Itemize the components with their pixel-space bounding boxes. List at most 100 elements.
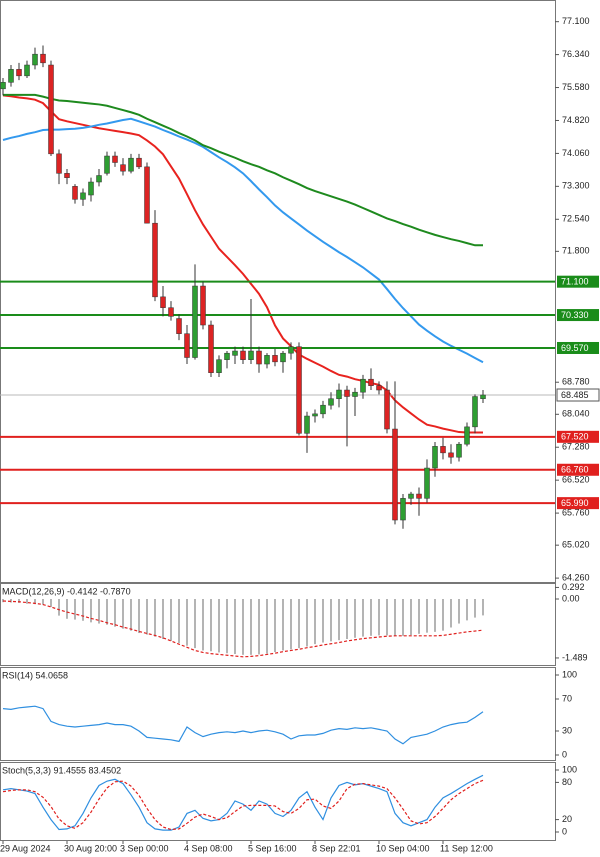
pane-frame (0, 667, 556, 761)
candle-body (328, 398, 334, 406)
level-label: 67.520 (561, 432, 589, 442)
histogram-bar (154, 598, 156, 637)
pane-title: RSI(14) 54.0658 (2, 670, 68, 680)
histogram-bar (50, 598, 52, 607)
candle-body (256, 350, 262, 365)
candle-body (296, 346, 302, 434)
histogram-bar (42, 598, 44, 605)
histogram-bar (378, 598, 380, 636)
candle-body (432, 446, 438, 469)
candle-body (472, 396, 478, 428)
y-tick-label: 67.280 (562, 442, 590, 452)
candle-body (360, 378, 366, 393)
candle-body (168, 307, 174, 317)
candle-body (240, 350, 246, 360)
moving-average (3, 93, 483, 247)
candle-body (192, 285, 198, 358)
histogram-bar (410, 598, 412, 636)
histogram-bar (290, 598, 292, 650)
candle-body (88, 181, 94, 196)
candle-body (200, 285, 206, 326)
candle-body (184, 333, 190, 358)
candle-body (440, 446, 446, 454)
histogram-bar (386, 598, 388, 636)
last-price-box (556, 388, 600, 402)
histogram-bar (2, 598, 4, 603)
last-price-label: 68.485 (561, 390, 589, 400)
histogram-bar (170, 598, 172, 641)
x-tick-label: 30 Aug 20:00 (64, 843, 117, 853)
histogram-bar (90, 598, 92, 623)
histogram-bar (418, 598, 420, 634)
candle-body (24, 64, 30, 77)
y-tick-label: 100 (562, 764, 577, 774)
histogram-bar (466, 598, 468, 621)
indicator-line (2, 600, 484, 658)
histogram-bar (106, 598, 108, 625)
candle-body (8, 69, 14, 83)
level-label-box (557, 341, 599, 354)
histogram-bar (394, 598, 396, 636)
pane-title: MACD(12,26,9) -0.4142 -0.7870 (2, 586, 131, 596)
y-tick-label: 74.820 (562, 115, 590, 125)
histogram-bar (482, 598, 484, 616)
y-tick-label: 77.100 (562, 16, 590, 26)
y-tick-label: 64.260 (562, 572, 590, 582)
candle-body (144, 166, 150, 224)
histogram-bar (202, 598, 204, 651)
candle-body (224, 352, 230, 360)
candle-body (272, 355, 278, 363)
histogram-bar (226, 598, 228, 654)
histogram-bar (298, 598, 300, 649)
candle-body (376, 385, 382, 391)
histogram-bar (114, 598, 116, 627)
moving-average (2, 117, 484, 364)
x-tick-label: 3 Sep 00:00 (120, 843, 169, 853)
candle-body (400, 498, 406, 521)
candle-body (424, 467, 430, 499)
histogram-bar (314, 598, 316, 645)
y-tick-label: 100 (562, 669, 577, 679)
y-tick-label: 30 (562, 725, 572, 735)
y-tick-label: 76.340 (562, 49, 590, 59)
histogram-bar (186, 598, 188, 646)
candle-body (304, 415, 310, 434)
histogram-bar (322, 598, 324, 643)
y-tick-label: 68.780 (562, 377, 590, 387)
y-tick-label: 0.00 (562, 593, 580, 603)
pane-frame (0, 762, 556, 841)
candle-body (448, 452, 454, 458)
histogram-bar (18, 598, 20, 603)
x-tick-label: 4 Sep 08:00 (184, 843, 233, 853)
candle-body (64, 173, 70, 178)
candle-body (128, 157, 134, 172)
histogram-bar (370, 598, 372, 636)
histogram-bar (242, 598, 244, 655)
x-tick-label: 29 Aug 2024 (0, 843, 51, 853)
candle-body (408, 493, 414, 499)
y-tick-label: 75.580 (562, 82, 590, 92)
histogram-bar (74, 598, 76, 620)
histogram-bar (450, 598, 452, 628)
indicator-line (2, 774, 484, 831)
x-tick-label: 11 Sep 12:00 (440, 843, 493, 853)
y-tick-label: 65.760 (562, 507, 590, 517)
pane-frame (0, 0, 556, 583)
y-tick-label: 73.300 (562, 181, 590, 191)
histogram-bar (426, 598, 428, 633)
y-tick-label: 72.540 (562, 214, 590, 224)
level-label-box (557, 275, 599, 288)
candle-body (160, 296, 166, 308)
histogram-bar (58, 598, 60, 616)
candle-body (336, 389, 342, 399)
y-tick-label: 74.060 (562, 148, 590, 158)
candle-body (56, 153, 62, 174)
candle-body (392, 428, 398, 521)
histogram-bar (354, 598, 356, 638)
candle-body (16, 69, 22, 77)
candle-body (464, 426, 470, 445)
histogram-bar (442, 598, 444, 631)
candle-body (480, 394, 486, 399)
candle-body (104, 155, 110, 174)
